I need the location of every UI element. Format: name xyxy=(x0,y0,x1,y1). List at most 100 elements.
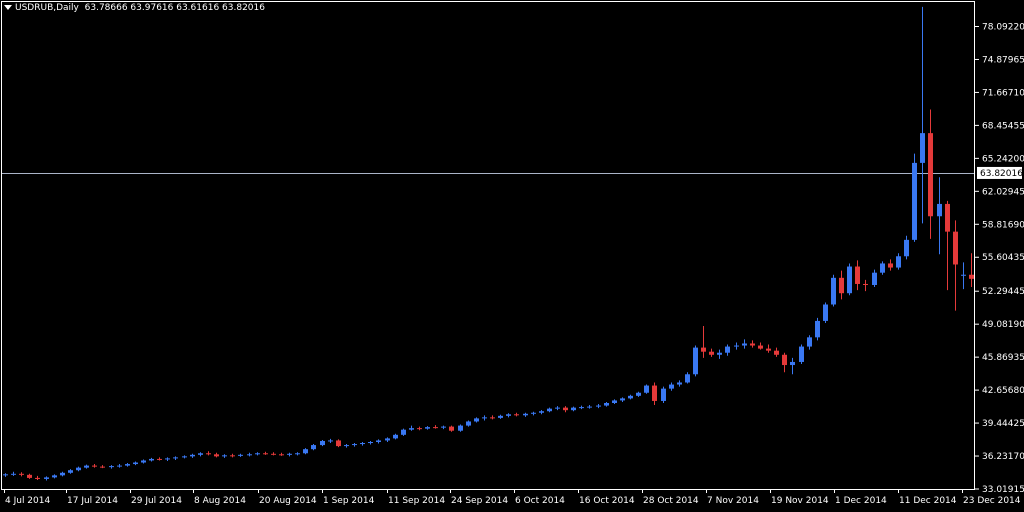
candle-body xyxy=(709,351,714,355)
candle-body xyxy=(287,453,292,455)
candle-body xyxy=(904,239,909,257)
candle-body xyxy=(303,449,308,454)
y-tick-label: 62.02945 xyxy=(982,187,1024,197)
candle-body xyxy=(531,412,536,414)
time-axis: 4 Jul 2014 17 Jul 2014 29 Jul 2014 8 Aug 20… xyxy=(4,489,1021,506)
y-tick-label: 42.65680 xyxy=(982,386,1024,396)
candle-body xyxy=(238,454,243,456)
candle-body xyxy=(328,440,333,442)
candle-body xyxy=(173,457,178,459)
candle-body xyxy=(815,320,820,338)
candle-body xyxy=(937,203,942,217)
x-tick-label: 16 Oct 2014 xyxy=(579,496,635,506)
candle-body xyxy=(92,465,97,467)
candle-body xyxy=(953,231,958,265)
candle-body xyxy=(888,263,893,268)
candle-body xyxy=(441,426,446,428)
candle-body xyxy=(863,283,868,285)
candle-body xyxy=(547,408,552,412)
candle-body xyxy=(352,444,357,446)
candle-body xyxy=(68,470,73,473)
y-tick-label: 39.44425 xyxy=(982,419,1024,429)
candle-body xyxy=(596,405,601,407)
candle-body xyxy=(717,352,722,355)
candle-body xyxy=(109,466,114,468)
candle-body xyxy=(571,407,576,411)
candle-body xyxy=(11,473,16,475)
candle-body xyxy=(44,477,49,479)
y-tick-label: 74.87965 xyxy=(982,55,1024,65)
candle-body xyxy=(750,343,755,346)
candle-body xyxy=(198,453,203,455)
candle-body xyxy=(247,454,252,456)
x-tick-label: 1 Sep 2014 xyxy=(323,496,375,506)
candle-body xyxy=(433,427,438,429)
candle-body xyxy=(368,441,373,444)
candle-body xyxy=(279,454,284,456)
candle-body xyxy=(35,477,40,479)
y-tick-label: 33.01915 xyxy=(982,485,1024,495)
candle-body xyxy=(563,407,568,411)
candle-body xyxy=(141,460,146,463)
candle-body xyxy=(514,414,519,416)
dropdown-triangle-icon[interactable] xyxy=(4,5,12,10)
candle-body xyxy=(782,354,787,366)
x-tick-label: 29 Jul 2014 xyxy=(131,496,182,506)
candle-body xyxy=(766,348,771,351)
candle-body xyxy=(76,467,81,471)
candle-body xyxy=(117,465,122,467)
candle-body xyxy=(872,272,877,285)
x-tick-label: 23 Dec 2014 xyxy=(963,496,1021,506)
current-price-box xyxy=(977,166,1022,179)
candle-body xyxy=(385,438,390,441)
current-price-label: 63.82016 xyxy=(977,166,1023,179)
y-tick-label: 49.08190 xyxy=(982,320,1024,330)
candle-body xyxy=(27,474,32,478)
candle-body xyxy=(880,263,885,273)
candle-body xyxy=(466,421,471,426)
y-tick-label: 36.23170 xyxy=(982,452,1024,462)
candle-body xyxy=(409,428,414,430)
candle-body xyxy=(839,277,844,294)
candle-body xyxy=(401,429,406,435)
candle-body xyxy=(417,428,422,430)
candle-body xyxy=(311,445,316,450)
ohlc-readout: 63.78666 63.97616 63.61616 63.82016 xyxy=(84,3,265,13)
candle-body xyxy=(52,475,57,478)
candle-body xyxy=(685,374,690,383)
candle-body xyxy=(449,426,454,431)
candle-body xyxy=(60,472,65,476)
candle-body xyxy=(855,266,860,284)
candle-body xyxy=(222,455,227,457)
candle-body xyxy=(774,350,779,355)
candle-body xyxy=(190,454,195,457)
candle-body xyxy=(125,464,130,466)
candle-body xyxy=(612,400,617,404)
price-axis: 78.09220 74.87965 71.66710 68.45455 65.24200… xyxy=(975,22,1024,495)
candle-body xyxy=(482,417,487,419)
candle-body xyxy=(255,453,260,455)
candle-body xyxy=(506,414,511,416)
x-tick-label: 17 Jul 2014 xyxy=(67,496,118,506)
candle-body xyxy=(320,440,325,446)
current-price-text: 63.82016 xyxy=(980,169,1023,179)
candle-body xyxy=(742,343,747,346)
candle-body xyxy=(474,418,479,422)
y-tick-label: 55.60435 xyxy=(982,253,1024,263)
chart-frame xyxy=(1,1,975,490)
y-tick-label: 68.45455 xyxy=(982,121,1024,131)
candle-body xyxy=(896,256,901,268)
chart-header: USDRUB,Daily 63.78666 63.97616 63.61616 … xyxy=(4,3,265,13)
candle-body xyxy=(498,415,503,418)
candle-body xyxy=(758,345,763,349)
candle-body xyxy=(149,458,154,461)
candle-body xyxy=(701,347,706,352)
candle-body xyxy=(620,398,625,401)
candle-body xyxy=(831,277,836,305)
candle-body xyxy=(182,456,187,458)
candle-body xyxy=(734,345,739,347)
y-tick-label: 65.24200 xyxy=(982,154,1024,164)
candle-body xyxy=(961,274,966,276)
candle-body xyxy=(523,413,528,416)
